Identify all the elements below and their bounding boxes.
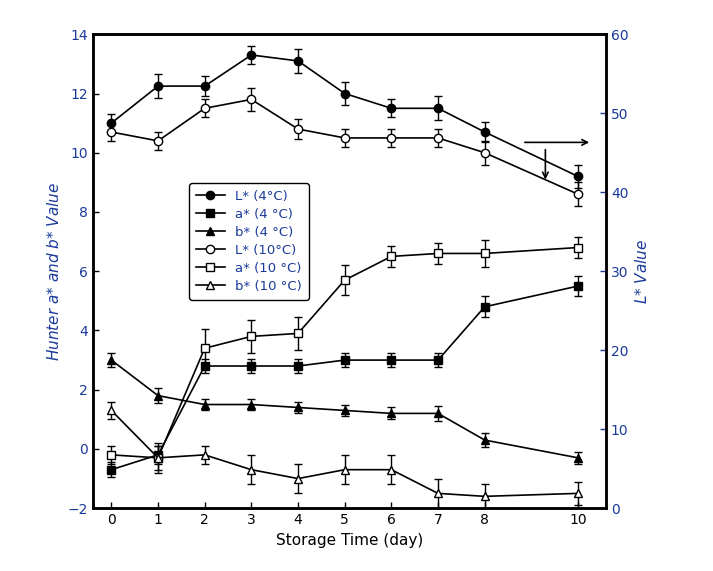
Legend: L* (4°C), a* (4 °C), b* (4 °C), L* (10°C), a* (10 °C), b* (10 °C): L* (4°C), a* (4 °C), b* (4 °C), L* (10°C… <box>189 183 309 300</box>
Y-axis label: $L$* Value: $L$* Value <box>634 239 650 304</box>
X-axis label: Storage Time (day): Storage Time (day) <box>276 533 423 548</box>
Y-axis label: Hunter $a$* and $b$* Value: Hunter $a$* and $b$* Value <box>46 182 62 361</box>
